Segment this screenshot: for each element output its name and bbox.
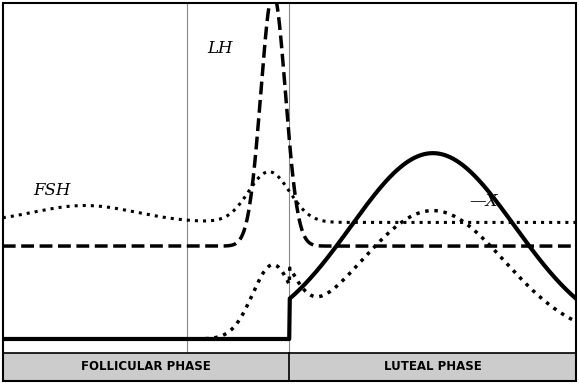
Text: FSH: FSH [34,182,71,199]
Text: FOLLICULAR PHASE: FOLLICULAR PHASE [81,360,211,373]
Text: LH: LH [208,40,233,58]
Text: LUTEAL PHASE: LUTEAL PHASE [384,360,482,373]
Text: —X: —X [470,192,498,210]
Bar [3,353,576,381]
